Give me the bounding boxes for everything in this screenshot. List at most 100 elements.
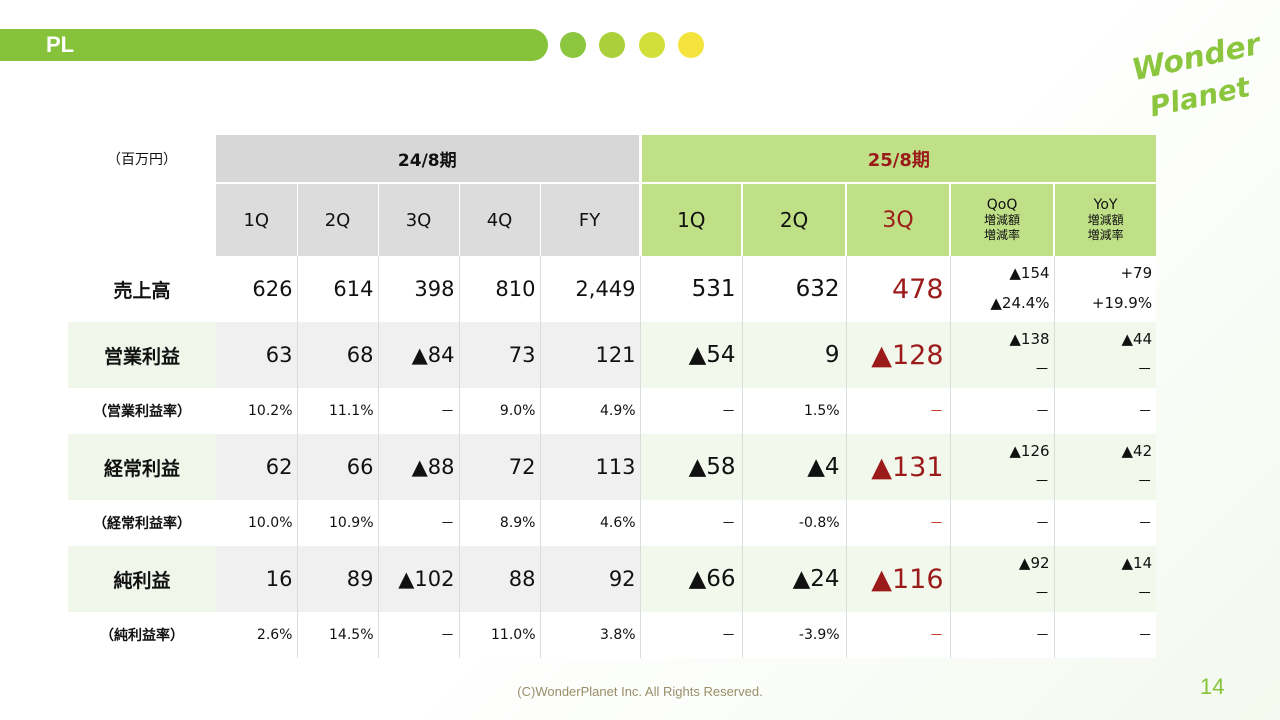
table-row: （純利益率） 2.6% 14.5% － 11.0% 3.8% － -3.9% －… <box>68 612 1157 658</box>
decor-dot-4 <box>678 32 704 58</box>
cell: 398 <box>378 256 460 322</box>
pl-table: （百万円） 24/8期 25/8期 1Q 2Q 3Q 4Q FY 1Q 2Q 3… <box>68 135 1157 658</box>
qoq-sub1: 増減額 <box>984 212 1021 227</box>
yoy-cell: ▲42 － <box>1054 434 1157 500</box>
cell: 4.6% <box>540 500 641 546</box>
cell: 810 <box>459 256 541 322</box>
cell: 614 <box>297 256 379 322</box>
cell: 66 <box>297 434 379 500</box>
yoy-cell: ▲14 － <box>1054 546 1157 612</box>
cell-current: － <box>846 612 951 658</box>
cell: 121 <box>540 322 641 388</box>
row-label: （営業利益率） <box>68 388 216 434</box>
cell: 88 <box>459 546 541 612</box>
cell: 10.2% <box>216 388 298 434</box>
row-label: （純利益率） <box>68 612 216 658</box>
qoq-cell: － <box>950 388 1055 434</box>
cell: ▲84 <box>378 322 460 388</box>
qoq-amount: ▲138 <box>1009 330 1050 348</box>
qoq-amount: ▲154 <box>1009 264 1050 282</box>
cell: 92 <box>540 546 641 612</box>
qoq-cell: ▲138 － <box>950 322 1055 388</box>
yoy-sub1: 増減額 <box>1087 212 1124 227</box>
yoy-rate: － <box>1137 360 1153 378</box>
col-header: 1Q <box>216 183 298 256</box>
qoq-title: QoQ <box>986 196 1018 213</box>
cell: － <box>378 388 460 434</box>
cell: ▲4 <box>742 434 847 500</box>
yoy-amount: ▲44 <box>1121 330 1153 348</box>
cell: － <box>640 612 743 658</box>
cell: 2,449 <box>540 256 641 322</box>
col-header: 3Q <box>378 183 460 256</box>
cell: 14.5% <box>297 612 379 658</box>
yoy-cell: ▲44 － <box>1054 322 1157 388</box>
row-label: （経常利益率） <box>68 500 216 546</box>
col-header-qoq: QoQ 増減額 増減率 <box>950 183 1056 256</box>
qoq-rate: ▲24.4% <box>990 294 1050 312</box>
cell-current: － <box>846 500 951 546</box>
table-row: 売上高 626 614 398 810 2,449 531 632 478 ▲1… <box>68 256 1157 322</box>
yoy-rate: － <box>1137 472 1153 490</box>
yoy-title: YoY <box>1093 196 1118 213</box>
cell: － <box>378 500 460 546</box>
decor-dot-2 <box>599 32 625 58</box>
table-row: 純利益 16 89 ▲102 88 92 ▲66 ▲24 ▲116 ▲92 － … <box>68 546 1157 612</box>
yoy-rate: +19.9% <box>1091 294 1153 312</box>
cell: ▲88 <box>378 434 460 500</box>
cell: ▲66 <box>640 546 743 612</box>
table-row: 営業利益 63 68 ▲84 73 121 ▲54 9 ▲128 ▲138 － … <box>68 322 1157 388</box>
cell: 1.5% <box>742 388 847 434</box>
cell: 10.9% <box>297 500 379 546</box>
page-number: 14 <box>1200 674 1225 699</box>
title-bar <box>0 29 548 61</box>
cell: 89 <box>297 546 379 612</box>
row-label: 営業利益 <box>68 322 216 388</box>
cell: － <box>378 612 460 658</box>
cell-current: ▲128 <box>846 322 951 388</box>
yoy-cell: － <box>1054 388 1157 434</box>
cell: 9.0% <box>459 388 541 434</box>
page-title: PL <box>46 32 75 57</box>
cell: ▲102 <box>378 546 460 612</box>
table-row: （経常利益率） 10.0% 10.9% － 8.9% 4.6% － -0.8% … <box>68 500 1157 546</box>
qoq-cell: － <box>950 612 1055 658</box>
cell: ▲58 <box>640 434 743 500</box>
yoy-amount: ▲42 <box>1121 442 1153 460</box>
cell: 3.8% <box>540 612 641 658</box>
cell-current: 478 <box>846 256 951 322</box>
cell: 626 <box>216 256 298 322</box>
col-header: 2Q <box>297 183 379 256</box>
copyright-footer: (C)WonderPlanet Inc. All Rights Reserved… <box>517 684 763 699</box>
cell: 68 <box>297 322 379 388</box>
yoy-rate: － <box>1137 584 1153 602</box>
yoy-cell: － <box>1054 612 1157 658</box>
unit-label: （百万円） <box>68 135 216 256</box>
cell: ▲24 <box>742 546 847 612</box>
cell: 73 <box>459 322 541 388</box>
company-logo: Wonder Planet <box>1129 26 1262 122</box>
cell: 11.1% <box>297 388 379 434</box>
qoq-sub2: 増減率 <box>984 227 1021 242</box>
yoy-amount: ▲14 <box>1121 554 1153 572</box>
cell: 113 <box>540 434 641 500</box>
decor-dot-3 <box>639 32 665 58</box>
cell: -3.9% <box>742 612 847 658</box>
cell: 632 <box>742 256 847 322</box>
cell: 531 <box>640 256 743 322</box>
cell: － <box>640 388 743 434</box>
table-row: 経常利益 62 66 ▲88 72 113 ▲58 ▲4 ▲131 ▲126 －… <box>68 434 1157 500</box>
col-header-yoy: YoY 増減額 増減率 <box>1054 183 1157 256</box>
cell-current: － <box>846 388 951 434</box>
decor-dot-1 <box>560 32 586 58</box>
cell: 9 <box>742 322 847 388</box>
qoq-amount: ▲126 <box>1009 442 1050 460</box>
yoy-cell: +79 +19.9% <box>1054 256 1157 322</box>
cell-current: ▲131 <box>846 434 951 500</box>
yoy-cell: － <box>1054 500 1157 546</box>
qoq-cell: ▲92 － <box>950 546 1055 612</box>
cell: 2.6% <box>216 612 298 658</box>
cell: 11.0% <box>459 612 541 658</box>
qoq-rate: － <box>1034 472 1050 490</box>
col-header: 1Q <box>640 183 744 256</box>
